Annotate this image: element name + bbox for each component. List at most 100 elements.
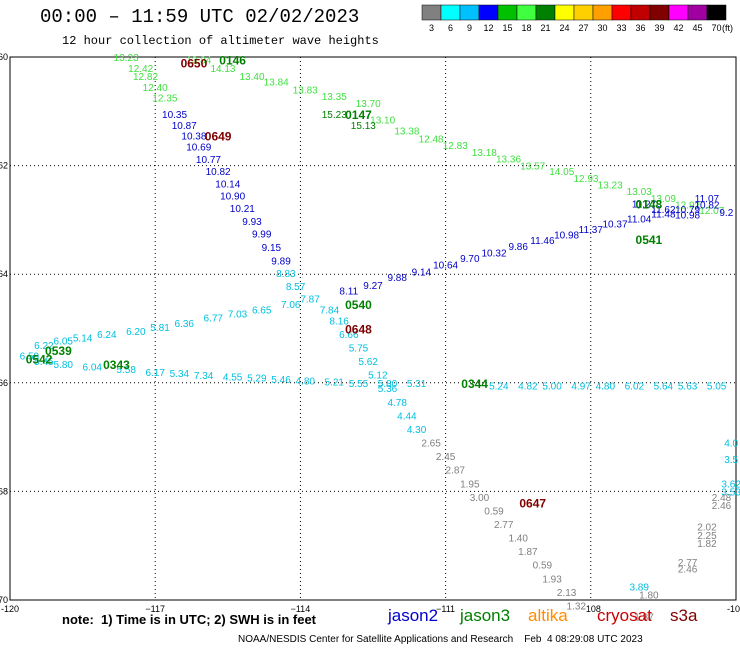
pass-time-label: 0343: [103, 358, 130, 372]
swh-value: 6.36: [175, 319, 195, 330]
footer-note: note: 1) Time is in UTC; 2) SWH is in fe…: [62, 612, 317, 627]
swh-value: 10.98: [554, 231, 579, 242]
swh-value: 2.46: [712, 501, 732, 512]
swh-value: 5.81: [150, 323, 170, 334]
x-tick-label: -120: [1, 604, 19, 614]
swh-value: 5.63: [678, 382, 698, 393]
x-tick-label: −117: [145, 604, 165, 614]
swh-value: 12.35: [152, 94, 177, 105]
swh-value: 1.80: [639, 591, 659, 602]
swh-value: 10.35: [162, 110, 187, 121]
swh-value: 5.55: [349, 379, 369, 390]
swh-value: 12.48: [419, 134, 444, 145]
swh-value: 4.30: [407, 425, 427, 436]
y-tick-label: -64: [0, 269, 8, 279]
swh-value: 9.70: [460, 254, 480, 265]
swh-value: 1.87: [634, 612, 654, 623]
swh-value: 13.23: [114, 53, 139, 64]
swh-value: 10.32: [481, 248, 506, 259]
swh-value: 4.55: [223, 372, 243, 383]
swh-value: 8.57: [286, 282, 306, 293]
swh-value: 2.77: [494, 520, 514, 531]
swh-value: 3.5: [724, 455, 738, 466]
swh-value: 10.69: [186, 143, 211, 154]
swh-value: 11.04: [627, 214, 652, 225]
swh-value: 3.53: [721, 487, 740, 498]
x-tick-label: −111: [436, 604, 455, 614]
swh-value: 13.03: [627, 187, 652, 198]
pass-time-label: 0539: [45, 344, 72, 358]
swh-value: 5.12: [368, 371, 388, 382]
swh-value: 4.82: [518, 382, 538, 393]
swh-value: 14.05: [549, 167, 574, 178]
swh-value: 7.03: [228, 309, 248, 320]
swh-value: 11.46: [530, 236, 555, 247]
y-tick-label: -66: [0, 378, 8, 388]
swh-value: 1.82: [697, 539, 717, 550]
swh-value: 2.87: [446, 466, 466, 477]
colorbar-swatch: [706, 4, 727, 21]
swh-value: 1.32: [567, 601, 587, 612]
swh-value: 12.93: [573, 174, 598, 185]
swh-value: 9.88: [387, 273, 407, 284]
swh-value: 12.07: [699, 206, 724, 217]
swh-value: 9.93: [242, 217, 262, 228]
swh-value: 13.38: [394, 126, 419, 137]
swh-value: 10.98: [675, 210, 700, 221]
swh-value: 11.07: [695, 194, 720, 205]
swh-value: 13.18: [472, 148, 497, 159]
swh-value: 13.36: [496, 155, 521, 166]
swh-value: 4.44: [397, 411, 417, 422]
swh-value: 2.45: [436, 452, 456, 463]
swh-value: 10.77: [196, 155, 221, 166]
swh-value: 5.24: [489, 382, 509, 393]
satellite-legend-item: altika: [528, 606, 568, 625]
swh-value: 6.05: [54, 336, 74, 347]
pass-time-label: 0148: [636, 198, 663, 212]
swh-value: 13.40: [239, 72, 264, 83]
swh-value: 12.42: [128, 64, 153, 75]
swh-value: 13.35: [322, 92, 347, 103]
swh-value: 4.97: [571, 382, 591, 393]
pass-time-label: 0650: [181, 56, 208, 70]
swh-value: 12.92: [675, 201, 700, 212]
pass-time-label: 0344: [461, 377, 488, 391]
swh-value: 5.00: [542, 382, 562, 393]
swh-value: 5.62: [358, 357, 378, 368]
swh-value: 10.64: [433, 260, 458, 271]
swh-value: 2.25: [697, 531, 717, 542]
swh-value: 2.77: [678, 558, 698, 569]
swh-value: 13.83: [293, 86, 318, 97]
swh-value: 10.82: [206, 167, 231, 178]
swh-value: 5.21: [325, 378, 345, 389]
swh-value: 13.70: [356, 99, 381, 110]
swh-value: 6.20: [126, 327, 146, 338]
swh-value: 7.84: [320, 305, 340, 316]
colorbar-label: 15: [502, 23, 512, 33]
swh-value: 9.86: [508, 242, 528, 253]
swh-value: 7.34: [194, 371, 214, 382]
swh-value: 10.38: [181, 132, 206, 143]
page-title: 00:00 – 11:59 UTC 02/02/2023: [40, 6, 360, 28]
satellite-legend-item: cryosat: [597, 606, 652, 625]
swh-value: 8.16: [329, 316, 349, 327]
swh-value: 5.46: [271, 375, 291, 386]
swh-value: 12.82: [133, 72, 158, 83]
swh-value: 5.80: [378, 379, 398, 390]
pass-time-label: 0648: [345, 323, 372, 337]
swh-value: 0.59: [484, 506, 504, 517]
colorbar-label: 42: [673, 23, 683, 33]
swh-value: 5.31: [407, 379, 427, 390]
swh-value: 5.45: [34, 357, 54, 368]
y-tick-label: -62: [0, 161, 8, 171]
colorbar-label: 21: [540, 23, 550, 33]
swh-value: 1.40: [508, 534, 528, 545]
colorbar-label: 12: [483, 23, 493, 33]
colorbar-label: 24: [559, 23, 569, 33]
swh-value: 10.79: [675, 205, 700, 216]
swh-value: 6.65: [252, 305, 272, 316]
swh-value: 10.14: [215, 180, 240, 191]
swh-value: 13.23: [598, 181, 623, 192]
swh-value: 9.89: [271, 257, 291, 268]
